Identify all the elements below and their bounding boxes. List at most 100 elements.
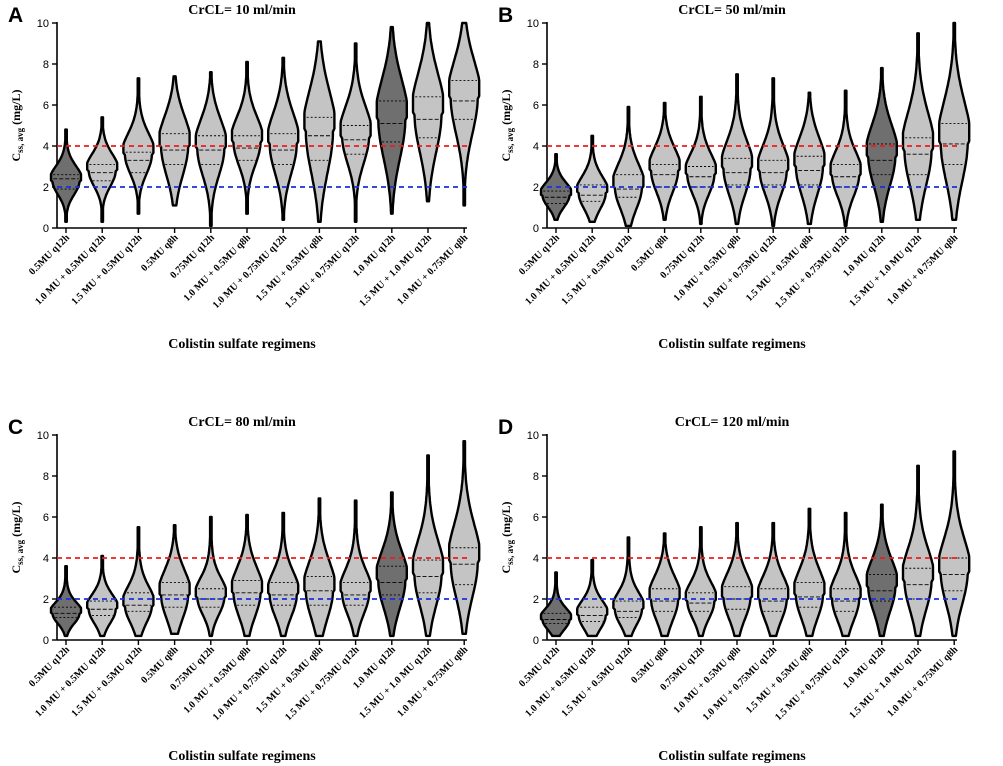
x-tick-label: 1.5 MU + 0.5MU q8h bbox=[744, 232, 816, 304]
panel-letter: D bbox=[498, 416, 513, 439]
x-axis-title: Colistin sulfate regimens bbox=[168, 749, 316, 764]
y-tick-label: 2 bbox=[533, 182, 539, 194]
y-tick-label: 6 bbox=[43, 100, 49, 112]
y-tick-label: 2 bbox=[43, 594, 49, 606]
x-tick-label: 1.5 MU + 0.5MU q12h bbox=[69, 644, 144, 719]
violin-mark bbox=[576, 558, 609, 638]
violin-mark bbox=[411, 21, 445, 203]
x-tick-label: 1.5 MU + 1.0 MU q12h bbox=[357, 644, 434, 721]
y-tick-label: 0 bbox=[533, 635, 539, 647]
violin-mark bbox=[267, 511, 300, 638]
chart-title: CrCL= 10 ml/min bbox=[188, 3, 296, 18]
x-axis-title: Colistin sulfate regimens bbox=[168, 337, 316, 352]
violin-mark bbox=[612, 536, 645, 638]
y-tick-label: 10 bbox=[37, 18, 49, 30]
y-tick-label: 0 bbox=[533, 223, 539, 235]
violin-mark bbox=[267, 56, 300, 221]
violin-mark bbox=[375, 25, 408, 215]
y-axis-title: Css, avg (mg/L) bbox=[499, 89, 515, 161]
y-tick-label: 4 bbox=[533, 141, 539, 153]
y-tick-label: 8 bbox=[43, 471, 49, 483]
violin-mark bbox=[49, 565, 83, 638]
x-tick-label: 1.5 MU + 0.5MU q8h bbox=[254, 644, 326, 716]
violin-mark bbox=[684, 95, 717, 226]
y-tick-label: 10 bbox=[527, 430, 539, 442]
x-tick-label: 1.0 MU + 0.75MU q8h bbox=[885, 232, 960, 307]
violin-mark bbox=[684, 526, 717, 638]
violin-mark bbox=[49, 128, 83, 223]
violin-mark bbox=[230, 513, 264, 638]
violin-mark bbox=[938, 21, 971, 221]
violin-mark bbox=[757, 521, 790, 638]
violin-mark bbox=[448, 440, 481, 635]
violin-mark bbox=[938, 450, 971, 638]
x-tick-label: 1.5 MU + 0.5MU q12h bbox=[559, 644, 634, 719]
violin-mark bbox=[339, 499, 372, 638]
violin-mark bbox=[194, 515, 227, 638]
violin-mark bbox=[230, 60, 264, 215]
violin-mark bbox=[122, 526, 155, 638]
y-tick-label: 10 bbox=[37, 430, 49, 442]
violin-mark bbox=[901, 32, 935, 221]
panel-letter: A bbox=[8, 4, 23, 27]
panel-letter: B bbox=[498, 4, 513, 27]
y-tick-label: 4 bbox=[533, 553, 539, 565]
y-axis-title: Css, avg (mg/L) bbox=[9, 89, 25, 161]
y-tick-label: 4 bbox=[43, 553, 49, 565]
violin-mark bbox=[793, 91, 826, 226]
violin-mark bbox=[194, 71, 227, 228]
violin-mark bbox=[829, 511, 862, 638]
y-tick-label: 10 bbox=[527, 18, 539, 30]
x-tick-label: 1.0 MU + 0.5MU q8h bbox=[672, 644, 744, 716]
y-tick-label: 6 bbox=[533, 512, 539, 524]
x-tick-label: 1.5 MU + 1.0 MU q12h bbox=[847, 232, 924, 309]
violin-mark bbox=[793, 507, 826, 638]
x-tick-label: 1.0 MU + 0.5MU q12h bbox=[33, 232, 108, 307]
violin-mark bbox=[648, 532, 681, 638]
violin-mark bbox=[539, 571, 573, 638]
violin-mark bbox=[901, 464, 935, 638]
y-axis-title: Css, avg (mg/L) bbox=[499, 501, 515, 573]
y-tick-label: 0 bbox=[43, 223, 49, 235]
x-tick-label: 1.0 MU + 0.5MU q12h bbox=[523, 232, 598, 307]
y-tick-label: 8 bbox=[533, 59, 539, 71]
violin-mark bbox=[86, 554, 119, 638]
y-axis-title: Css, avg (mg/L) bbox=[9, 501, 25, 573]
violin-mark bbox=[303, 497, 336, 638]
y-tick-label: 8 bbox=[43, 59, 49, 71]
y-tick-label: 6 bbox=[533, 100, 539, 112]
violin-mark bbox=[339, 42, 372, 223]
y-tick-label: 4 bbox=[43, 141, 49, 153]
x-tick-label: 1.0 MU + 0.5MU q8h bbox=[182, 232, 254, 304]
y-tick-label: 2 bbox=[43, 182, 49, 194]
violin-mark bbox=[448, 21, 481, 207]
violin-mark bbox=[612, 105, 645, 228]
chart-title: CrCL= 50 ml/min bbox=[678, 3, 786, 18]
x-tick-label: 1.0 MU + 0.5MU q8h bbox=[182, 644, 254, 716]
y-tick-label: 2 bbox=[533, 594, 539, 606]
violin-mark bbox=[757, 77, 790, 228]
panel-letter: C bbox=[8, 416, 23, 439]
x-tick-label: 1.5 MU + 1.0 MU q12h bbox=[357, 232, 434, 309]
x-tick-label: 1.5 MU + 0.5MU q8h bbox=[254, 232, 326, 304]
x-tick-label: 1.5 MU + 0.5MU q8h bbox=[744, 644, 816, 716]
x-tick-label: 1.5 MU + 0.5MU q12h bbox=[69, 232, 144, 307]
x-axis-title: Colistin sulfate regimens bbox=[658, 749, 806, 764]
violin-mark bbox=[86, 116, 119, 223]
violin-mark bbox=[720, 73, 754, 226]
x-tick-label: 1.5 MU + 0.5MU q12h bbox=[559, 232, 634, 307]
y-tick-label: 8 bbox=[533, 471, 539, 483]
x-tick-label: 1.0 MU + 0.75MU q8h bbox=[395, 232, 470, 307]
violin-mark bbox=[411, 454, 445, 638]
x-tick-label: 1.0 MU + 0.75MU q8h bbox=[395, 644, 470, 719]
violin-mark bbox=[829, 89, 862, 228]
violin-mark bbox=[865, 503, 898, 638]
violin-mark bbox=[158, 524, 191, 635]
violin-mark bbox=[865, 66, 898, 223]
chart-title: CrCL= 120 ml/min bbox=[675, 415, 790, 430]
